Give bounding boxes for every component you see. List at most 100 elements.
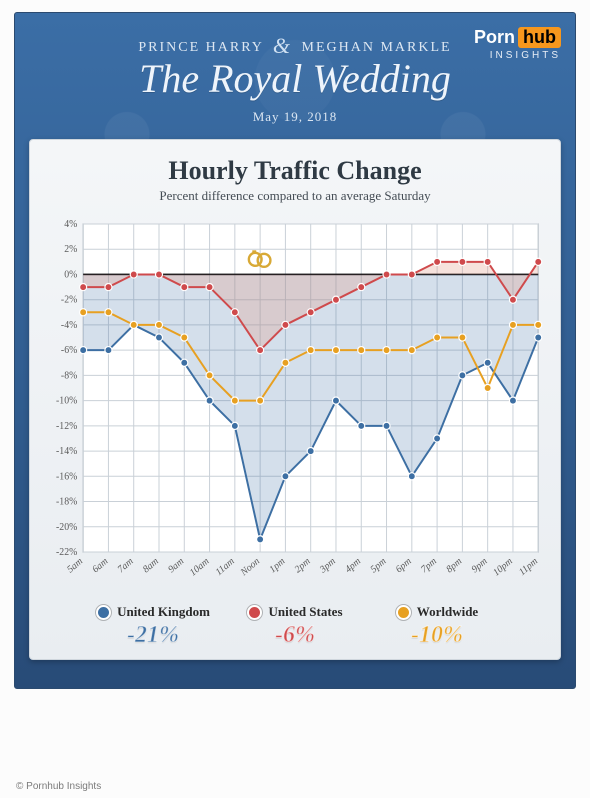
series-marker — [358, 283, 365, 290]
series-marker — [535, 334, 542, 341]
series-marker — [206, 283, 213, 290]
series-marker — [535, 321, 542, 328]
series-marker — [231, 397, 238, 404]
legend-label: United Kingdom — [117, 604, 210, 620]
series-marker — [535, 258, 542, 265]
legend-headline: -10% — [411, 622, 463, 649]
series-marker — [509, 321, 516, 328]
series-marker — [509, 397, 516, 404]
x-tick-label: 4pm — [343, 556, 363, 576]
series-marker — [130, 271, 137, 278]
series-marker — [358, 422, 365, 429]
x-tick-label: 7pm — [419, 556, 439, 576]
series-marker — [155, 321, 162, 328]
series-marker — [434, 435, 441, 442]
series-marker — [383, 347, 390, 354]
series-marker — [181, 283, 188, 290]
series-marker — [332, 296, 339, 303]
legend-dot-icon — [396, 605, 411, 620]
series-marker — [155, 334, 162, 341]
series-marker — [257, 397, 264, 404]
line-chart: 4%2%0%-2%-4%-6%-8%-10%-12%-14%-16%-18%-2… — [40, 214, 550, 594]
legend: United Kingdom -21% United States -6% Worldw… — [40, 604, 550, 649]
x-tick-label: 3pm — [317, 556, 338, 576]
chart-title: Hourly Traffic Change — [40, 156, 550, 186]
y-tick-label: -22% — [56, 547, 77, 558]
series-marker — [459, 372, 466, 379]
x-tick-label: 6pm — [394, 556, 414, 576]
series-marker — [231, 309, 238, 316]
x-tick-label: 9am — [166, 556, 186, 576]
header-names: Prince Harry & Meghan Markle — [31, 31, 559, 57]
y-tick-label: 2% — [64, 244, 77, 255]
y-tick-label: 0% — [64, 269, 77, 280]
credit-line: © Pornhub Insights — [16, 781, 101, 792]
series-marker — [80, 347, 87, 354]
series-marker — [181, 359, 188, 366]
x-tick-label: 5am — [65, 556, 85, 576]
legend-dot-icon — [247, 605, 262, 620]
x-tick-label: 6am — [90, 556, 110, 576]
legend-headline: -21% — [127, 622, 179, 649]
series-marker — [332, 347, 339, 354]
series-marker — [307, 447, 314, 454]
legend-headline: -6% — [275, 622, 315, 649]
x-tick-label: Noon — [238, 556, 262, 579]
series-marker — [484, 258, 491, 265]
series-marker — [307, 347, 314, 354]
legend-item: United States -6% — [235, 604, 355, 649]
header-date: May 19, 2018 — [31, 109, 559, 125]
x-tick-label: 10am — [188, 556, 212, 579]
page: Porn hub INSIGHTS Prince Harry & Meghan … — [0, 0, 590, 798]
x-tick-label: 1pm — [267, 556, 287, 576]
y-tick-label: -10% — [56, 396, 77, 407]
series-marker — [282, 359, 289, 366]
series-marker — [358, 347, 365, 354]
x-tick-label: 8am — [141, 556, 161, 576]
series-marker — [434, 334, 441, 341]
series-marker — [282, 473, 289, 480]
series-marker — [434, 258, 441, 265]
legend-label: United States — [268, 604, 342, 620]
legend-dot-icon — [96, 605, 111, 620]
series-marker — [80, 309, 87, 316]
ampersand-icon: & — [269, 33, 296, 59]
x-tick-label: 8pm — [444, 556, 464, 576]
legend-item: United Kingdom -21% — [93, 604, 213, 649]
series-marker — [332, 397, 339, 404]
series-marker — [282, 321, 289, 328]
chart-subtitle: Percent difference compared to an averag… — [40, 188, 550, 204]
series-marker — [130, 321, 137, 328]
y-tick-label: -4% — [61, 320, 77, 331]
y-tick-label: -6% — [61, 345, 77, 356]
x-tick-label: 5pm — [369, 556, 389, 576]
name-right: Meghan Markle — [302, 40, 452, 55]
x-tick-label: 10pm — [491, 556, 515, 579]
series-marker — [257, 536, 264, 543]
y-tick-label: -14% — [56, 446, 77, 457]
y-tick-label: -20% — [56, 522, 77, 533]
legend-label: Worldwide — [417, 604, 478, 620]
y-tick-label: -16% — [56, 471, 77, 482]
legend-item: Worldwide -10% — [377, 604, 497, 649]
series-marker — [307, 309, 314, 316]
series-marker — [484, 384, 491, 391]
series-marker — [459, 334, 466, 341]
x-tick-label: 7am — [116, 556, 136, 576]
x-tick-label: 11pm — [517, 556, 540, 578]
series-marker — [257, 347, 264, 354]
series-marker — [181, 334, 188, 341]
series-marker — [105, 347, 112, 354]
series-marker — [484, 359, 491, 366]
y-tick-label: 4% — [64, 219, 77, 230]
chart-card: Hourly Traffic Change Percent difference… — [29, 139, 561, 660]
series-marker — [155, 271, 162, 278]
series-marker — [408, 347, 415, 354]
series-marker — [206, 397, 213, 404]
series-marker — [105, 283, 112, 290]
series-marker — [105, 309, 112, 316]
header: Prince Harry & Meghan Markle The Royal W… — [15, 13, 575, 135]
series-marker — [408, 271, 415, 278]
series-marker — [231, 422, 238, 429]
series-marker — [80, 283, 87, 290]
